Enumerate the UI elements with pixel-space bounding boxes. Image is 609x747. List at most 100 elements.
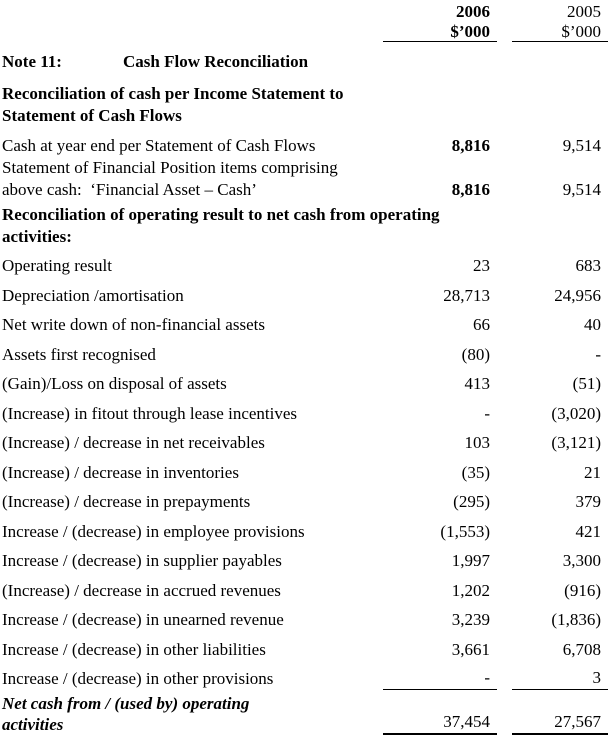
row-label-line: Increase / (decrease) in other provision… xyxy=(2,669,274,688)
value-2006: - xyxy=(383,667,497,690)
row-label: (Increase) / decrease in prepayments xyxy=(2,491,368,513)
column-year-header-row: 2006 2005 xyxy=(2,2,608,22)
row-label: Cash at year end per Statement of Cash F… xyxy=(2,135,368,157)
table-row: (Increase) / decrease in prepayments (295… xyxy=(2,484,608,514)
table-row: Statement of Financial Position items co… xyxy=(2,157,608,201)
value-2005: 379 xyxy=(575,492,602,511)
row-label-line: (Increase) / decrease in inventories xyxy=(2,462,239,482)
row-label-line: Increase / (decrease) in supplier payabl… xyxy=(2,551,282,570)
row-label: Increase / (decrease) in unearned revenu… xyxy=(2,609,368,631)
row-label-line: Reconciliation of cash per Income Statem… xyxy=(2,84,344,103)
table-row: Depreciation /amortisation 28,713 24,956 xyxy=(2,277,608,307)
value-2006: (35) xyxy=(461,462,490,482)
row-label-line: Increase / (decrease) in other liabiliti… xyxy=(2,639,266,659)
table-row: (Increase) / decrease in inventories (35)… xyxy=(2,454,608,484)
value-2006: 3,661 xyxy=(451,639,490,659)
value-2006: 37,454 xyxy=(383,711,497,735)
value-2005: (1,836) xyxy=(551,610,601,629)
value-2006: 103 xyxy=(464,433,491,452)
row-label-line: activities xyxy=(2,715,64,734)
row-label: (Increase) / decrease in accrued revenue… xyxy=(2,580,368,602)
value-2005: 683 xyxy=(575,256,602,275)
table-row: (Gain)/Loss on disposal of assets 413 (51) xyxy=(2,366,608,396)
value-2005: 9,514 xyxy=(562,135,601,155)
table-row: (Increase) / decrease in accrued revenue… xyxy=(2,572,608,602)
value-2006: 1,997 xyxy=(451,551,490,570)
section-heading-row: Reconciliation of operating result to ne… xyxy=(2,204,608,248)
total-row: Net cash from / (used by) operating activ… xyxy=(2,691,608,735)
table-row: Increase / (decrease) in supplier payabl… xyxy=(2,543,608,573)
value-2006: 8,816 xyxy=(451,179,490,199)
value-2005: 421 xyxy=(575,521,602,541)
row-label: Net write down of non-financial assets xyxy=(2,314,368,336)
row-label: Depreciation /amortisation xyxy=(2,285,368,307)
value-2006: (1,553) xyxy=(440,521,490,541)
section-heading-row: Reconciliation of cash per Income Statem… xyxy=(2,83,608,127)
value-2006: 28,713 xyxy=(443,285,490,305)
row-label-line: (Increase) / decrease in net receivables xyxy=(2,433,265,452)
table-row: Increase / (decrease) in other liabiliti… xyxy=(2,631,608,661)
row-label-line: Statement of Financial Position items co… xyxy=(2,157,338,177)
note-number: Note 11: xyxy=(2,52,62,71)
column-year-2006: 2006 xyxy=(456,2,490,21)
table-row: Cash at year end per Statement of Cash F… xyxy=(2,127,608,157)
value-2006: 8,816 xyxy=(451,135,490,155)
value-2005: 24,956 xyxy=(554,285,601,305)
table-row: Increase / (decrease) in employee provis… xyxy=(2,513,608,543)
row-label: Statement of Financial Position items co… xyxy=(2,157,368,201)
value-2005: 3 xyxy=(512,667,608,690)
value-2005: (51) xyxy=(572,374,601,393)
row-label: (Increase) in fitout through lease incen… xyxy=(2,403,368,425)
row-label: Reconciliation of cash per Income Statem… xyxy=(2,83,608,127)
value-2005: 27,567 xyxy=(512,711,608,735)
row-label: Increase / (decrease) in other liabiliti… xyxy=(2,639,368,661)
note-title-line: Note 11: Cash Flow Reconciliation xyxy=(2,51,609,73)
value-2006: (295) xyxy=(453,492,490,511)
value-2005: 40 xyxy=(584,315,601,334)
row-label: Assets first recognised xyxy=(2,344,368,366)
row-label-line: Increase / (decrease) in employee provis… xyxy=(2,521,305,541)
row-label-line: Assets first recognised xyxy=(2,344,156,364)
table-row: Net write down of non-financial assets 66… xyxy=(2,307,608,337)
row-label-line: Increase / (decrease) in unearned revenu… xyxy=(2,610,284,629)
value-2005: 9,514 xyxy=(562,179,601,199)
row-label: (Gain)/Loss on disposal of assets xyxy=(2,373,368,395)
row-label-line: (Gain)/Loss on disposal of assets xyxy=(2,374,227,393)
value-2006: (80) xyxy=(461,344,490,364)
table-row: Operating result 23 683 xyxy=(2,248,608,278)
row-label-line: Depreciation /amortisation xyxy=(2,285,184,305)
row-label: (Increase) / decrease in inventories xyxy=(2,462,368,484)
row-label-line: Net cash from / (used by) operating xyxy=(2,694,250,713)
row-label: Reconciliation of operating result to ne… xyxy=(2,204,608,248)
value-2006: 1,202 xyxy=(451,580,490,600)
column-unit-2005: $’000 xyxy=(512,22,608,42)
value-2006: 66 xyxy=(473,315,490,334)
table-row: Increase / (decrease) in unearned revenu… xyxy=(2,602,608,632)
value-2005: (3,020) xyxy=(551,403,601,423)
reconciliation-table: Reconciliation of cash per Income Statem… xyxy=(2,83,609,735)
row-label: Increase / (decrease) in employee provis… xyxy=(2,521,368,543)
row-label-line: activities: xyxy=(2,226,72,246)
value-2005: 3,300 xyxy=(562,551,601,570)
row-label-line: Cash at year end per Statement of Cash F… xyxy=(2,135,316,155)
row-label: Operating result xyxy=(2,255,368,277)
row-label: (Increase) / decrease in net receivables xyxy=(2,432,368,454)
value-2006: 413 xyxy=(464,374,491,393)
row-label: Net cash from / (used by) operating activ… xyxy=(2,691,368,735)
note-name: Cash Flow Reconciliation xyxy=(123,52,309,71)
row-label: Increase / (decrease) in other provision… xyxy=(2,668,368,690)
row-label: Increase / (decrease) in supplier payabl… xyxy=(2,550,368,572)
row-label-line: Reconciliation of operating result to ne… xyxy=(2,204,440,224)
row-label-line: Net write down of non-financial assets xyxy=(2,315,265,334)
row-label-line: (Increase) in fitout through lease incen… xyxy=(2,403,298,423)
table-row: (Increase) / decrease in net receivables… xyxy=(2,425,608,455)
column-unit-2006: $’000 xyxy=(383,22,497,42)
value-2005: 6,708 xyxy=(562,639,601,659)
value-2005: (3,121) xyxy=(551,433,601,452)
value-2006: 3,239 xyxy=(451,610,490,629)
row-label-line: above cash: ‘Financial Asset – Cash’ xyxy=(2,179,257,199)
value-2005: 21 xyxy=(584,462,601,482)
value-2006: - xyxy=(484,403,490,423)
table-row: Assets first recognised (80) - xyxy=(2,336,608,366)
